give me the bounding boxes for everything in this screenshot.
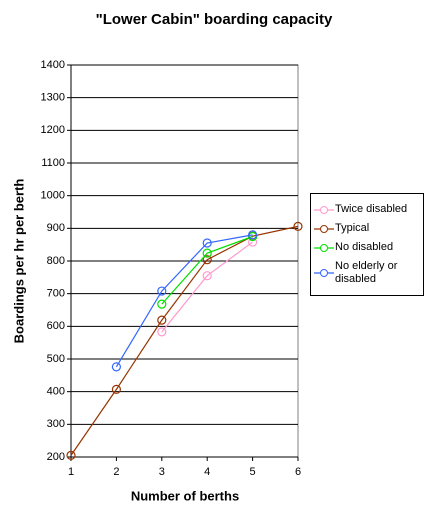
legend-label: Twice disabled <box>335 203 408 215</box>
legend-item: No elderly or disabled <box>313 260 421 286</box>
y-tick-label: 900 <box>47 222 65 234</box>
chart-title: "Lower Cabin" boarding capacity <box>96 11 333 28</box>
data-point <box>202 248 212 258</box>
data-point <box>248 237 258 247</box>
y-tick-label: 1400 <box>41 59 65 71</box>
y-tick-label: 800 <box>47 255 65 267</box>
legend-label: No disabled <box>335 241 394 253</box>
x-tick-label: 4 <box>204 466 210 478</box>
y-tick-label: 700 <box>47 288 65 300</box>
data-point <box>157 315 167 325</box>
legend-marker <box>320 269 328 277</box>
data-point <box>66 450 76 460</box>
y-tick-label: 1100 <box>41 157 65 169</box>
legend-swatch <box>314 224 334 233</box>
y-tick-label: 400 <box>47 386 65 398</box>
series-line <box>70 225 299 456</box>
y-tick-label: 600 <box>47 320 65 332</box>
series-line <box>161 241 253 333</box>
data-point <box>202 255 212 265</box>
legend-swatch <box>314 205 334 214</box>
legend-marker <box>320 243 328 252</box>
legend-item: Twice disabled <box>313 203 421 216</box>
y-tick-label: 1300 <box>41 92 65 104</box>
x-axis-label: Number of berths <box>131 488 239 503</box>
legend-marker <box>320 205 328 214</box>
data-point <box>157 299 167 309</box>
x-tick-label: 5 <box>250 466 256 478</box>
data-point <box>157 327 167 337</box>
x-tick-label: 6 <box>295 466 301 478</box>
data-point <box>202 271 212 281</box>
x-tick-label: 3 <box>159 466 165 478</box>
data-point <box>111 384 122 394</box>
legend-label: No elderly or disabled <box>335 260 398 285</box>
legend-marker <box>320 224 328 233</box>
data-point <box>111 362 122 372</box>
legend-swatch <box>314 243 334 252</box>
x-tick-label: 1 <box>68 466 74 478</box>
data-point <box>248 230 258 240</box>
series-line <box>115 234 253 368</box>
legend-item: No disabled <box>313 241 421 254</box>
y-tick-label: 1200 <box>41 124 65 136</box>
y-axis-label: Boardings per hr per berth <box>11 179 26 344</box>
y-tick-label: 1000 <box>41 190 65 202</box>
y-tick-label: 300 <box>47 418 65 430</box>
legend-label: Typical <box>335 222 370 234</box>
y-tick-label: 200 <box>47 451 65 463</box>
data-point <box>202 238 212 248</box>
y-tick-label: 500 <box>47 353 65 365</box>
series-line <box>161 235 253 305</box>
legend: Twice disabled Typical No disabled No elder… <box>310 193 424 296</box>
data-point <box>293 221 303 231</box>
legend-swatch <box>314 269 334 277</box>
x-tick-label: 2 <box>113 466 119 478</box>
legend-item: Typical <box>313 222 421 235</box>
data-point <box>157 286 167 296</box>
